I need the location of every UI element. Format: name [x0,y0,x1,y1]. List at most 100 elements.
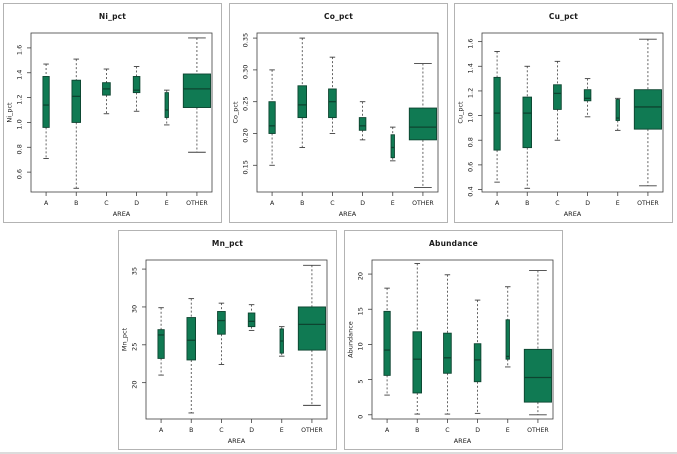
box-group-D [473,299,482,414]
chart-title: Ni_pct [98,12,127,21]
y-tick-label: 30 [131,305,139,313]
x-tick-label: B [415,427,419,434]
y-tick-label: 10 [357,342,365,350]
x-axis-label: AREA [113,210,131,218]
box-rect [182,73,211,108]
x-tick-label: D [585,200,590,207]
chart-title: Abundance [429,239,478,248]
plot-frame [371,259,554,420]
y-tick-label: 1.6 [467,38,475,48]
y-tick-label: 25 [131,343,139,351]
x-tick-label: D [134,200,139,207]
x-tick-label: C [555,200,559,207]
y-tick-label: 0.25 [242,96,250,110]
x-tick-label: C [219,427,223,434]
y-axis-label: Ni_pct [6,102,14,123]
y-tick-label: 0.30 [242,65,250,79]
boxplot-panel-co-pct: 0.15 0.20 0.25 0.30 0.35 Co_pct AREA A B C D E OTHER… [229,3,448,223]
box-group-A [157,307,165,376]
x-tick-label: OTHER [186,200,208,207]
mn-pct-plot: 20 25 30 35 Mn_pct AREA A B C D E OTHER [121,259,328,445]
x-tick-label: C [330,200,334,207]
box-rect [186,317,196,361]
ni-pct-plot: 0.6 0.8 1.0 1.2 1.4 1.6 Ni_pct AREA A B C D E OTHER [6,32,213,218]
screenshot-bottom-edge [0,452,677,454]
box-rect [408,107,437,141]
x-axis-label: AREA [454,437,472,445]
x-tick-label: A [385,427,390,434]
box-group-B [297,37,307,148]
box-rect [553,84,562,110]
box-group-OTHER [633,38,662,187]
plot-frame [145,259,328,420]
box-rect [390,134,395,159]
y-axis-label: Mn_pct [121,327,129,351]
x-axis-label: AREA [564,210,582,218]
y-tick-label: 0.15 [242,160,250,174]
box-group-E [164,89,170,126]
x-tick-label: B [74,200,78,207]
box-group-E [615,97,621,131]
y-axis-label: Co_pct [232,101,240,123]
boxplot-panel-cu-pct: 0.4 0.6 0.8 1.0 1.2 1.4 1.6 Cu_pct AREA A B C D E OTHE… [454,3,673,223]
box-group-OTHER [523,270,552,416]
box-group-C [443,274,452,415]
plot-frame [481,32,664,193]
x-tick-label: D [249,427,254,434]
box-group-C [102,68,111,115]
box-rect [247,312,256,328]
box-rect [523,348,552,403]
y-tick-label: 5 [357,380,365,384]
box-rect [42,76,50,128]
box-group-OTHER [408,63,437,188]
y-axis-label: Cu_pct [457,101,465,124]
co-pct-plot: 0.15 0.20 0.25 0.30 0.35 Co_pct AREA A B C D E OTHER [232,32,439,218]
y-tick-label: 1.4 [16,70,24,80]
box-group-D [358,101,367,141]
x-tick-label: D [360,200,365,207]
box-rect [71,79,81,123]
x-tick-label: A [44,200,49,207]
y-tick-label: 0 [357,415,365,419]
x-tick-label: E [616,200,620,207]
box-group-B [412,263,422,415]
y-tick-label: 1.6 [16,45,24,55]
box-group-C [553,60,562,141]
box-rect [505,319,510,360]
x-tick-label: A [159,427,164,434]
box-rect [615,99,620,121]
box-rect [583,89,592,102]
boxplot-panel-mn-pct: 20 25 30 35 Mn_pct AREA A B C D E OTHER Mn_pct [118,230,337,450]
box-group-OTHER [182,37,211,153]
x-tick-label: E [165,200,169,207]
box-rect [268,101,276,134]
abundance-plot: 0 5 10 15 20 Abundance AREA A B C D E OTHER [347,259,554,445]
box-rect [157,329,165,359]
box-group-E [279,326,285,357]
x-tick-label: A [495,200,500,207]
plot-frame [256,32,439,193]
y-tick-label: 20 [131,381,139,389]
cu-pct-plot: 0.4 0.6 0.8 1.0 1.2 1.4 1.6 Cu_pct AREA A B C D E OTHE… [457,32,664,218]
x-tick-label: B [300,200,304,207]
x-tick-label: A [270,200,275,207]
x-tick-label: OTHER [301,427,323,434]
plot-frame [30,32,213,193]
box-group-B [71,58,81,189]
x-tick-label: B [525,200,529,207]
x-tick-label: B [189,427,193,434]
boxplot-panel-abundance: 0 5 10 15 20 Abundance AREA A B C D E OTHER Abundanc… [344,230,563,450]
y-tick-label: 0.20 [242,128,250,142]
box-group-B [522,65,532,189]
box-group-C [328,56,337,134]
box-group-E [390,126,396,162]
y-tick-label: 0.4 [467,186,475,196]
y-tick-label: 0.8 [16,144,24,154]
y-axis-label: Abundance [347,321,355,358]
box-group-A [42,63,50,159]
x-tick-label: D [475,427,480,434]
x-tick-label: OTHER [637,200,659,207]
box-group-A [383,287,391,396]
y-tick-label: 1.0 [467,112,475,122]
